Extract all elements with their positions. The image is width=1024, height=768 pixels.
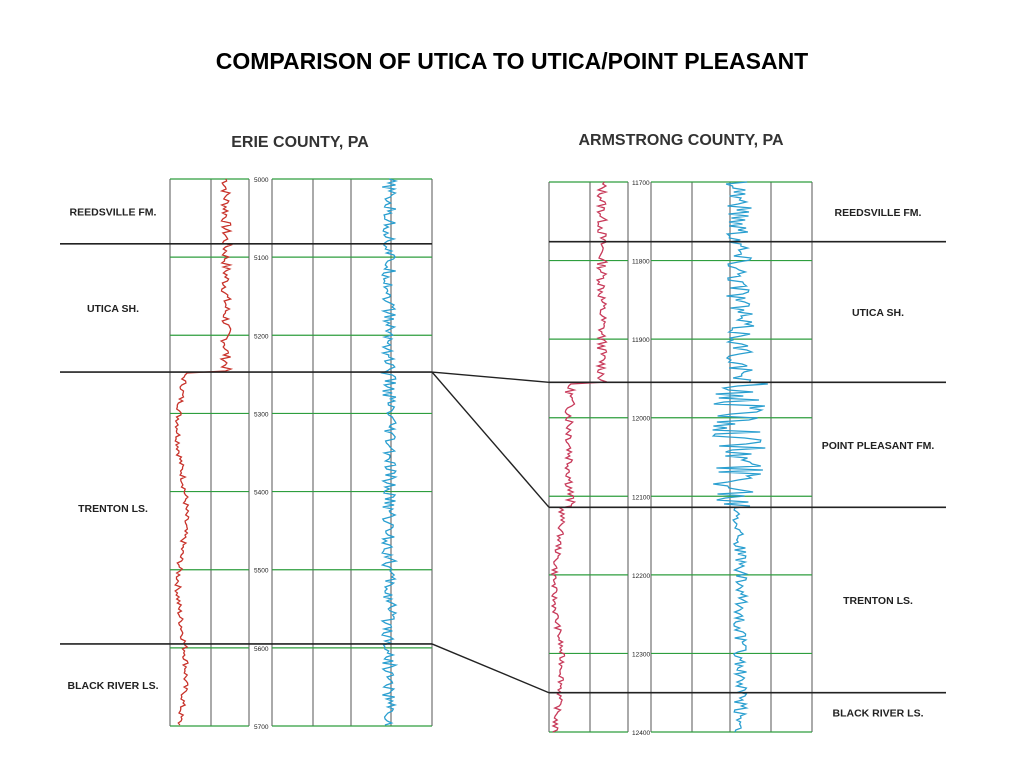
gamma-ray-trace	[174, 178, 234, 726]
log-traces	[174, 178, 768, 733]
depth-label: 11800	[632, 259, 650, 266]
depth-label: 5400	[254, 490, 269, 497]
resistivity-trace	[711, 181, 768, 733]
correlation-line	[431, 371, 550, 508]
depth-label: 5700	[254, 724, 269, 731]
correlation-line	[431, 643, 550, 694]
depth-label: 11700	[632, 180, 650, 187]
resistivity-trace	[380, 178, 399, 726]
armstrong-county-title: ARMSTRONG COUNTY, PA	[578, 132, 783, 149]
depth-label: 5300	[254, 411, 269, 418]
correlation-lines	[431, 371, 550, 694]
formation-label: UTICA SH.	[852, 307, 904, 319]
gamma-ray-trace	[550, 181, 609, 733]
formation-label: REEDSVILLE FM.	[835, 207, 922, 219]
depth-label: 11900	[632, 337, 650, 344]
formation-label: POINT PLEASANT FM.	[822, 440, 935, 452]
depth-label: 12400	[632, 730, 650, 737]
formation-label: TRENTON LS.	[78, 503, 148, 515]
formation-tops	[60, 240, 946, 694]
formation-label: BLACK RIVER LS.	[832, 707, 923, 719]
depth-label: 5500	[254, 568, 269, 575]
depth-label: 12100	[632, 494, 650, 501]
formation-label: BLACK RIVER LS.	[67, 680, 158, 692]
depth-grid	[169, 178, 813, 733]
formation-label: UTICA SH.	[87, 303, 139, 315]
slide-title: COMPARISON OF UTICA TO UTICA/POINT PLEAS…	[215, 48, 809, 74]
depth-label: 5200	[254, 333, 269, 340]
depth-label: 12300	[632, 651, 650, 658]
formation-label: TRENTON LS.	[843, 595, 913, 607]
labels: 5000 5100 5200 5300 5400 5500 5600 5700 REEDSVIL…	[67, 177, 934, 737]
correlation-line	[431, 371, 550, 384]
depth-label: 5600	[254, 646, 269, 653]
depth-label: 5100	[254, 255, 269, 262]
depth-label: 12000	[632, 416, 650, 423]
erie-county-title: ERIE COUNTY, PA	[231, 134, 369, 151]
depth-label: 5000	[254, 177, 269, 184]
depth-label: 12200	[632, 573, 650, 580]
formation-label: REEDSVILLE FM.	[70, 206, 157, 218]
